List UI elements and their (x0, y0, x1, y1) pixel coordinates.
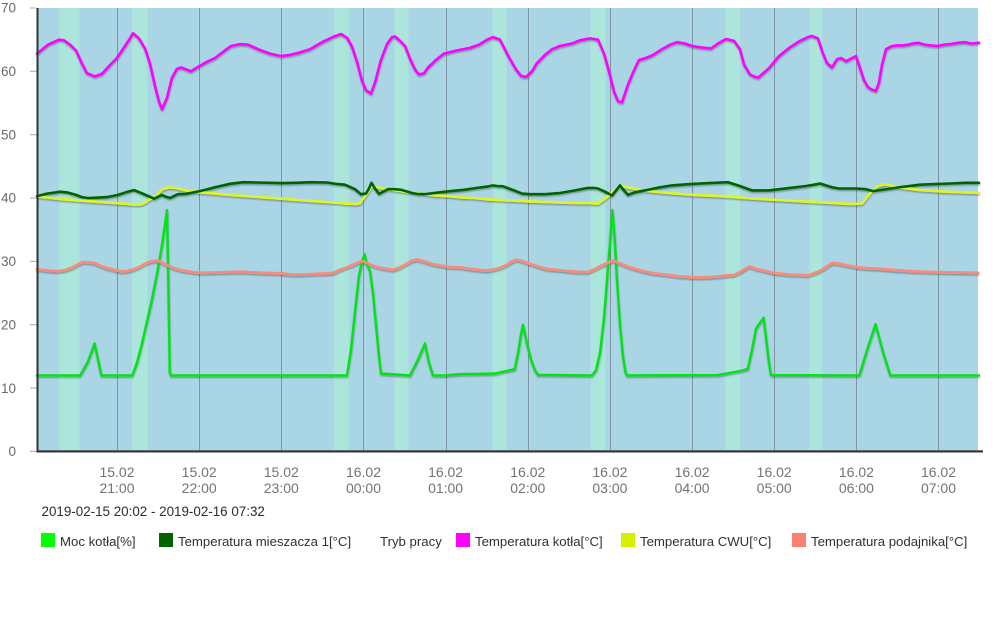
svg-text:06:00: 06:00 (839, 480, 874, 496)
svg-text:Temperatura podajnika[°C]: Temperatura podajnika[°C] (811, 534, 967, 549)
svg-text:15.02: 15.02 (264, 464, 299, 480)
svg-text:01:00: 01:00 (428, 480, 463, 496)
svg-text:16.02: 16.02 (921, 464, 956, 480)
svg-text:2019-02-15 20:02 - 2019-02-16: 2019-02-15 20:02 - 2019-02-16 07:32 (42, 504, 265, 519)
svg-text:Temperatura kotła[°C]: Temperatura kotła[°C] (475, 534, 603, 549)
svg-text:30: 30 (1, 254, 16, 269)
svg-text:16.02: 16.02 (510, 464, 545, 480)
svg-text:Moc kotła[%]: Moc kotła[%] (60, 534, 136, 549)
svg-text:04:00: 04:00 (675, 480, 710, 496)
svg-text:10: 10 (1, 381, 16, 396)
svg-text:21:00: 21:00 (99, 480, 134, 496)
svg-text:50: 50 (1, 127, 16, 142)
svg-text:22:00: 22:00 (182, 480, 217, 496)
svg-text:16.02: 16.02 (346, 464, 381, 480)
svg-text:0: 0 (8, 444, 16, 459)
svg-text:05:00: 05:00 (757, 480, 792, 496)
svg-text:60: 60 (1, 64, 16, 79)
svg-text:16.02: 16.02 (428, 464, 463, 480)
svg-text:23:00: 23:00 (264, 480, 299, 496)
svg-text:16.02: 16.02 (675, 464, 710, 480)
svg-text:70: 70 (1, 1, 16, 16)
svg-text:Tryb pracy: Tryb pracy (380, 534, 442, 549)
svg-text:16.02: 16.02 (839, 464, 874, 480)
svg-text:03:00: 03:00 (592, 480, 627, 496)
svg-text:16.02: 16.02 (757, 464, 792, 480)
svg-text:16.02: 16.02 (592, 464, 627, 480)
svg-text:02:00: 02:00 (510, 480, 545, 496)
svg-text:15.02: 15.02 (182, 464, 217, 480)
svg-text:20: 20 (1, 317, 16, 332)
svg-text:00:00: 00:00 (346, 480, 381, 496)
svg-text:07:00: 07:00 (921, 480, 956, 496)
svg-text:40: 40 (1, 191, 16, 206)
svg-text:Temperatura CWU[°C]: Temperatura CWU[°C] (640, 534, 771, 549)
svg-text:Temperatura mieszacza 1[°C]: Temperatura mieszacza 1[°C] (178, 534, 351, 549)
svg-text:15.02: 15.02 (99, 464, 134, 480)
